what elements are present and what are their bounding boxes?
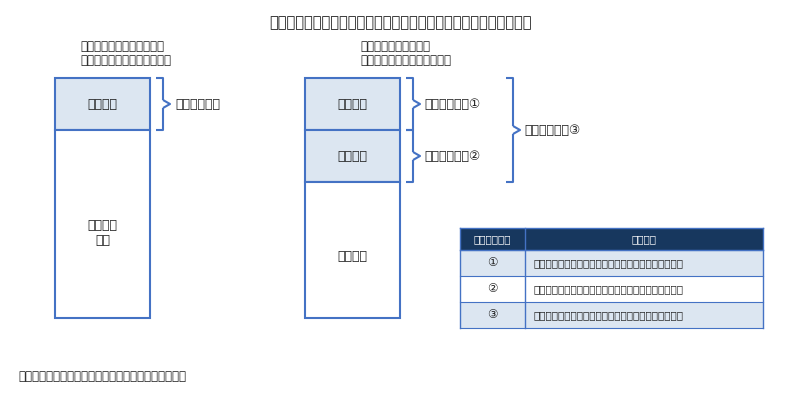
Text: 類似薬の
価格: 類似薬の 価格 xyxy=(87,219,118,248)
Bar xyxy=(55,78,150,130)
Text: 原価計算方式における開示度が高く、加算のある品目: 原価計算方式における開示度が高く、加算のある品目 xyxy=(533,258,683,268)
Bar xyxy=(460,302,763,328)
Bar xyxy=(460,276,763,302)
Text: 原価計算方式における: 原価計算方式における xyxy=(360,40,430,53)
Text: ①: ① xyxy=(487,257,498,270)
Text: 価格調整対象範囲のイメージ: 価格調整対象範囲のイメージ xyxy=(360,54,451,67)
Text: 類似薬効比較方式における: 類似薬効比較方式における xyxy=(80,40,164,53)
Bar xyxy=(460,250,763,276)
Text: 営業利益: 営業利益 xyxy=(338,149,367,162)
Bar xyxy=(55,130,150,318)
Text: 図１　費用対効果評価制度における価格調整の対象範囲のイメージ: 図１ 費用対効果評価制度における価格調整の対象範囲のイメージ xyxy=(269,15,531,30)
Text: 価格調整部分: 価格調整部分 xyxy=(474,234,511,244)
Text: 製品原価: 製品原価 xyxy=(338,250,367,263)
Text: 原価計算方式における開示度が低く、加算のない品目: 原価計算方式における開示度が低く、加算のない品目 xyxy=(533,284,683,294)
Bar xyxy=(305,182,400,318)
Text: 原価計算方式における開示度が低く、加算のある品目: 原価計算方式における開示度が低く、加算のある品目 xyxy=(533,310,683,320)
Text: ②: ② xyxy=(487,283,498,296)
Text: 品目要件: 品目要件 xyxy=(631,234,657,244)
Text: 価格調整部分③: 価格調整部分③ xyxy=(524,123,580,136)
Bar xyxy=(305,130,400,182)
Text: 価格調整部分: 価格調整部分 xyxy=(175,97,220,110)
Text: 加算部分: 加算部分 xyxy=(338,97,367,110)
Text: 価格調整部分①: 価格調整部分① xyxy=(424,97,480,110)
Text: 出所：中医協資料をもとに医薬産業政策研究所が作成: 出所：中医協資料をもとに医薬産業政策研究所が作成 xyxy=(18,370,186,383)
Bar xyxy=(460,228,763,250)
Text: ③: ③ xyxy=(487,309,498,321)
Bar xyxy=(305,78,400,130)
Text: 加算部分: 加算部分 xyxy=(87,97,118,110)
Text: 価格調整対象範囲のイメージ: 価格調整対象範囲のイメージ xyxy=(80,54,171,67)
Text: 価格調整部分②: 価格調整部分② xyxy=(424,149,480,162)
